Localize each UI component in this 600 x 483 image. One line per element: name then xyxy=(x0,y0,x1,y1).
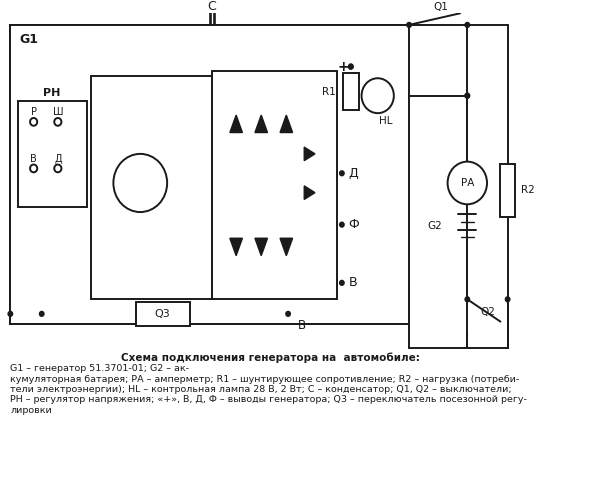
Circle shape xyxy=(465,93,470,98)
Bar xyxy=(17,100,86,207)
Circle shape xyxy=(465,93,470,98)
Polygon shape xyxy=(255,238,268,256)
Text: РА: РА xyxy=(461,178,474,188)
Polygon shape xyxy=(304,147,315,161)
Bar xyxy=(500,164,515,217)
Polygon shape xyxy=(280,238,293,256)
Text: C: C xyxy=(208,0,217,13)
Circle shape xyxy=(407,23,412,28)
Text: Q3: Q3 xyxy=(155,309,170,319)
Circle shape xyxy=(349,64,353,69)
Text: G2: G2 xyxy=(427,221,442,230)
Text: G1: G1 xyxy=(19,33,38,46)
Text: В: В xyxy=(30,154,37,164)
Circle shape xyxy=(362,78,394,113)
Circle shape xyxy=(40,312,44,316)
Text: R2: R2 xyxy=(521,185,535,195)
Polygon shape xyxy=(304,186,315,199)
Polygon shape xyxy=(255,115,268,132)
Text: R1: R1 xyxy=(322,87,335,97)
Circle shape xyxy=(286,312,290,316)
Circle shape xyxy=(113,154,167,212)
Circle shape xyxy=(54,118,61,126)
Bar xyxy=(343,73,359,110)
Circle shape xyxy=(340,171,344,176)
Circle shape xyxy=(30,165,37,172)
Circle shape xyxy=(8,312,13,316)
Text: РН: РН xyxy=(43,88,60,98)
Circle shape xyxy=(30,118,37,126)
Circle shape xyxy=(340,222,344,227)
Circle shape xyxy=(465,297,470,302)
Circle shape xyxy=(448,162,487,204)
Text: Q2: Q2 xyxy=(481,307,496,317)
Bar xyxy=(136,302,190,326)
Text: HL: HL xyxy=(379,116,393,126)
Text: Схема подключения генератора на  автомобиле:: Схема подключения генератора на автомоби… xyxy=(121,353,419,363)
Polygon shape xyxy=(230,238,242,256)
Text: +: + xyxy=(338,59,349,73)
Text: Р: Р xyxy=(31,107,37,117)
Circle shape xyxy=(349,64,353,69)
Polygon shape xyxy=(280,115,293,132)
Text: G1 – генератор 51.3701-01; G2 – ак-
кумуляторная батарея; РА – амперметр; R1 – ш: G1 – генератор 51.3701-01; G2 – ак- куму… xyxy=(10,364,527,415)
Text: Ш: Ш xyxy=(53,107,63,117)
Circle shape xyxy=(505,297,510,302)
Bar xyxy=(10,25,409,324)
Circle shape xyxy=(465,23,470,28)
Text: В: В xyxy=(349,276,358,289)
Text: Q1: Q1 xyxy=(433,2,448,13)
Bar xyxy=(212,71,337,299)
Text: Д: Д xyxy=(349,167,358,180)
Text: В: В xyxy=(298,319,305,332)
Polygon shape xyxy=(230,115,242,132)
Bar xyxy=(91,76,212,299)
Text: Ф: Ф xyxy=(348,218,359,231)
Text: Д: Д xyxy=(54,154,62,164)
Circle shape xyxy=(340,281,344,285)
Circle shape xyxy=(54,165,61,172)
